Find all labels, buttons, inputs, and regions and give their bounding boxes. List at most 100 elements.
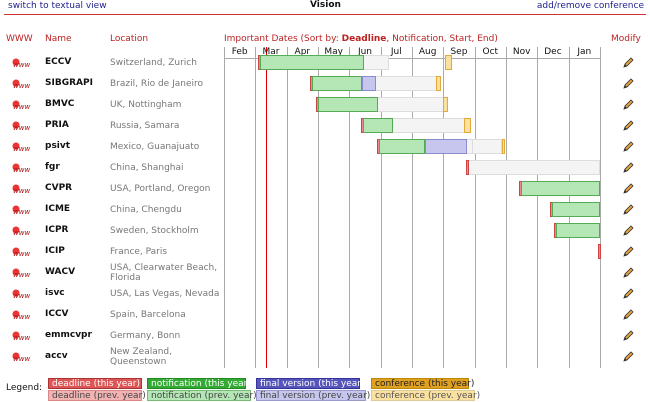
notification-bar — [312, 76, 362, 91]
header-divider — [4, 14, 646, 15]
conference-name[interactable]: accv — [45, 351, 68, 361]
month-label: Oct — [482, 47, 499, 57]
edit-pencil-icon[interactable] — [622, 267, 634, 279]
column-header-dates: Important Dates (Sort by: Deadline, Noti… — [224, 34, 498, 44]
conference-row: www ICCV Spain, Barcelona — [0, 304, 650, 325]
www-icon[interactable]: www — [12, 225, 34, 236]
dates-header-suffix[interactable]: , Notification, Start, End) — [386, 34, 498, 44]
conference-name[interactable]: PRIA — [45, 120, 69, 130]
svg-text:www: www — [13, 229, 30, 236]
conference-row: www WACV USA, Clearwater Beach, Florida — [0, 262, 650, 283]
conference-name[interactable]: ICPR — [45, 225, 69, 235]
svg-text:www: www — [13, 208, 30, 215]
conference-name[interactable]: emmcvpr — [45, 330, 92, 340]
svg-text:www: www — [13, 82, 30, 89]
month-gridline — [380, 47, 382, 368]
month-gridline — [411, 47, 413, 368]
final-version-bar — [425, 139, 467, 154]
www-icon[interactable]: www — [12, 141, 34, 152]
edit-pencil-icon[interactable] — [622, 57, 634, 69]
edit-pencil-icon[interactable] — [622, 99, 634, 111]
www-icon[interactable]: www — [12, 267, 34, 278]
www-icon[interactable]: www — [12, 309, 34, 320]
www-icon[interactable]: www — [12, 78, 34, 89]
www-icon[interactable]: www — [12, 330, 34, 341]
edit-pencil-icon[interactable] — [622, 183, 634, 195]
edit-pencil-icon[interactable] — [622, 246, 634, 258]
month-label: Aug — [418, 47, 437, 57]
legend-conference-this: conference (this year) — [371, 378, 474, 389]
conference-name[interactable]: ICME — [45, 204, 71, 214]
svg-text:www: www — [13, 166, 30, 173]
www-icon[interactable]: www — [12, 204, 34, 215]
conference-row: www fgr China, Shanghai — [0, 157, 650, 178]
www-icon[interactable]: www — [12, 120, 34, 131]
conference-name[interactable]: WACV — [45, 267, 76, 277]
conference-row: www emmcvpr Germany, Bonn — [0, 325, 650, 346]
conference-row: www CVPR USA, Portland, Oregon — [0, 178, 650, 199]
conference-location: USA, Las Vegas, Nevada — [110, 288, 220, 299]
column-header-modify: Modify — [611, 34, 641, 44]
conference-location: Switzerland, Zurich — [110, 57, 197, 68]
conference-name[interactable]: isvc — [45, 288, 65, 298]
www-icon[interactable]: www — [12, 183, 34, 194]
month-gridline — [255, 47, 257, 368]
conference-marker — [464, 118, 471, 133]
conference-name[interactable]: psivt — [45, 141, 71, 151]
svg-text:www: www — [13, 250, 30, 257]
page-title: Vision — [310, 0, 341, 10]
conference-location: China, Chengdu — [110, 204, 182, 215]
month-label: Nov — [512, 47, 531, 57]
conference-name[interactable]: CVPR — [45, 183, 73, 193]
www-icon[interactable]: www — [12, 162, 34, 173]
conference-name[interactable]: ICIP — [45, 246, 65, 256]
edit-pencil-icon[interactable] — [622, 141, 634, 153]
legend-final-this: final version (this year) — [256, 378, 364, 389]
month-label: Apr — [294, 47, 311, 57]
switch-textual-view-link[interactable]: switch to textual view — [8, 1, 107, 11]
column-header-location[interactable]: Location — [110, 34, 149, 44]
conference-name[interactable]: ICCV — [45, 309, 69, 319]
www-icon[interactable]: www — [12, 99, 34, 110]
www-icon[interactable]: www — [12, 288, 34, 299]
month-label: Mar — [262, 47, 280, 57]
edit-pencil-icon[interactable] — [622, 120, 634, 132]
conference-location: Mexico, Guanajuato — [110, 141, 200, 152]
svg-text:www: www — [13, 145, 30, 152]
conference-marker — [436, 76, 441, 91]
conference-row: www accv New Zealand, Queenstown — [0, 346, 650, 367]
edit-pencil-icon[interactable] — [622, 288, 634, 300]
month-gridline — [443, 47, 445, 368]
add-remove-conference-link[interactable]: add/remove conference — [536, 1, 644, 11]
month-label: Jan — [577, 47, 592, 57]
edit-pencil-icon[interactable] — [622, 225, 634, 237]
conference-name[interactable]: SIBGRAPI — [45, 78, 93, 88]
conference-row: www ICME China, Chengdu — [0, 199, 650, 220]
edit-pencil-icon[interactable] — [622, 162, 634, 174]
conference-location: UK, Nottingham — [110, 99, 182, 110]
legend: Legend: — [6, 383, 43, 393]
month-label: Jul — [390, 47, 402, 57]
conference-name[interactable]: BMVC — [45, 99, 75, 109]
month-label: May — [324, 47, 343, 57]
edit-pencil-icon[interactable] — [622, 204, 634, 216]
conference-location: China, Shanghai — [110, 162, 184, 173]
column-header-www: WWW — [6, 34, 33, 44]
column-header-name[interactable]: Name — [45, 34, 72, 44]
edit-pencil-icon[interactable] — [622, 330, 634, 342]
notification-bar — [260, 55, 364, 70]
conference-name[interactable]: fgr — [45, 162, 60, 172]
conference-location: Sweden, Stockholm — [110, 225, 199, 236]
edit-pencil-icon[interactable] — [622, 351, 634, 363]
month-gridline — [317, 47, 319, 368]
www-icon[interactable]: www — [12, 246, 34, 257]
legend-deadline-prev: deadline (prev. year) — [48, 390, 146, 401]
edit-pencil-icon[interactable] — [622, 309, 634, 321]
www-icon[interactable]: www — [12, 351, 34, 362]
www-icon[interactable]: www — [12, 57, 34, 68]
sort-deadline-link[interactable]: Deadline — [341, 34, 387, 44]
edit-pencil-icon[interactable] — [622, 78, 634, 90]
svg-text:www: www — [13, 334, 30, 341]
conference-name[interactable]: ECCV — [45, 57, 72, 67]
svg-text:www: www — [13, 124, 30, 131]
